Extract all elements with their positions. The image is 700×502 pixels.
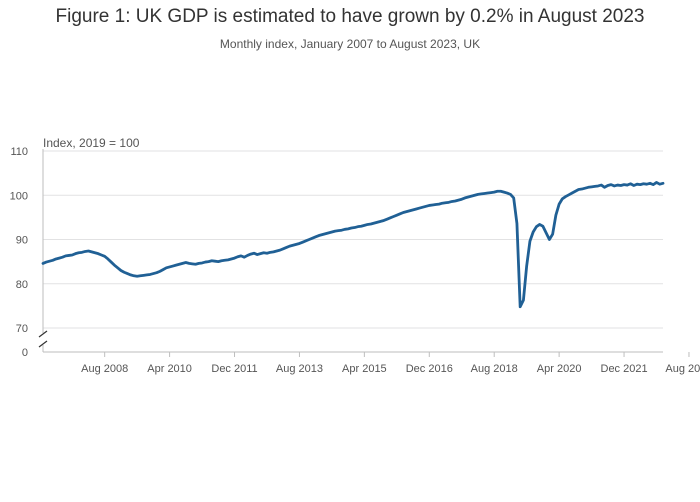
x-tick-label: Dec 2021	[601, 363, 648, 375]
x-axis-ticks: Aug 2008 Apr 2010 Dec 2011 Aug 2013 Apr 2015…	[81, 352, 700, 375]
x-tick-label: Apr 2020	[537, 363, 582, 375]
y-tick-label: 110	[10, 146, 28, 158]
y-tick-label: 90	[16, 235, 28, 247]
series-line-gdp-index	[41, 181, 665, 309]
x-tick-label: Aug 2013	[276, 363, 323, 375]
gridlines	[43, 150, 663, 329]
chart-title: Figure 1: UK GDP is estimated to have gr…	[55, 6, 645, 27]
x-tick-label: Aug 2018	[471, 363, 518, 375]
chart-subtitle: Monthly index, January 2007 to August 20…	[219, 37, 481, 51]
y-axis-break	[38, 149, 48, 352]
axis-break-mark	[38, 340, 48, 348]
x-tick-label: Aug 2023	[665, 363, 700, 375]
y-tick-label: 100	[10, 190, 28, 202]
x-tick-label: Apr 2015	[342, 363, 387, 375]
y-tick-label: 80	[16, 279, 28, 291]
y-tick-label: 0	[22, 347, 28, 359]
y-tick-label: 70	[16, 323, 28, 335]
x-tick-label: Apr 2010	[147, 363, 192, 375]
y-axis-ticks: 110 100 90 80 70 0	[10, 146, 28, 359]
axis-break-mark	[38, 330, 48, 338]
x-tick-label: Dec 2011	[211, 363, 257, 375]
x-tick-label: Aug 2008	[81, 363, 128, 375]
y-axis-label: Index, 2019 = 100	[43, 136, 140, 150]
x-tick-label: Dec 2016	[406, 363, 453, 375]
